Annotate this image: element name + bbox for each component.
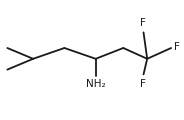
Text: F: F [140, 18, 146, 28]
Text: F: F [174, 42, 180, 52]
Text: NH₂: NH₂ [86, 79, 105, 89]
Text: F: F [140, 79, 146, 89]
